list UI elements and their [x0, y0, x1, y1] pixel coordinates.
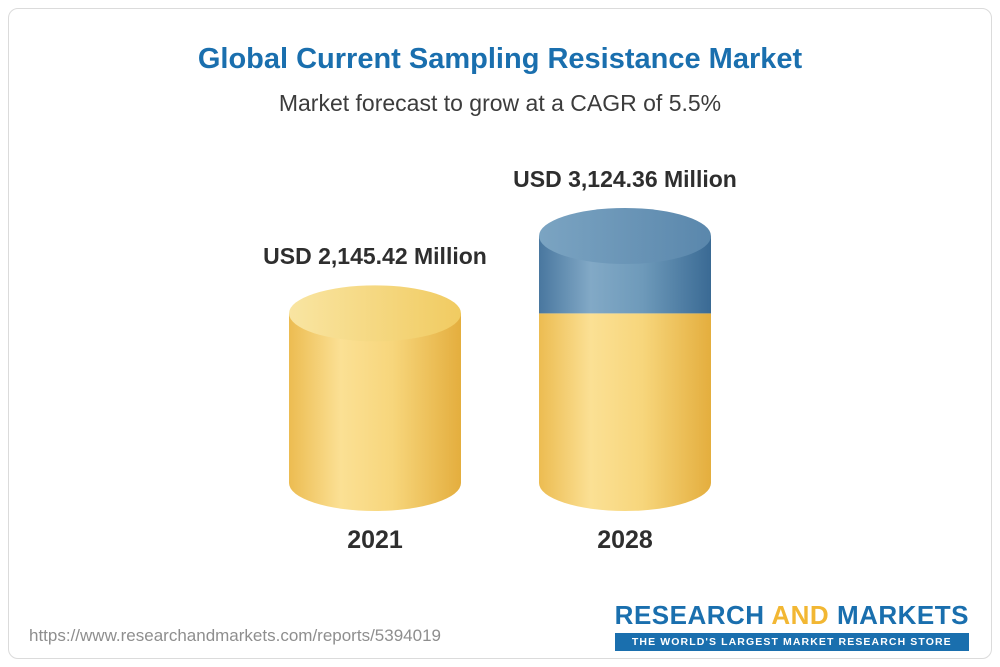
chart-card: Global Current Sampling Resistance Marke… — [8, 8, 992, 659]
logo-word-research: RESEARCH — [614, 600, 765, 631]
page-title: Global Current Sampling Resistance Marke… — [197, 43, 803, 75]
bar-chart: USD 2,145.42 Million 2021 USD 3,124.36 M… — [9, 166, 991, 555]
source-url: https://www.researchandmarkets.com/repor… — [29, 626, 441, 645]
bar-column-2021: USD 2,145.42 Million 2021 — [250, 243, 500, 555]
value-label-2028: USD 3,124.36 Million — [513, 166, 737, 192]
cylinder-bar-2028 — [536, 205, 714, 514]
category-label-2021: 2021 — [347, 526, 403, 554]
cylinder-bar-2021 — [286, 282, 464, 514]
logo-tagline: THE WORLD'S LARGEST MARKET RESEARCH STOR… — [614, 633, 969, 651]
researchandmarkets-logo: RESEARCH AND MARKETS THE WORLD'S LARGEST… — [614, 601, 969, 651]
bar-column-2028: USD 3,124.36 Million 2028 — [500, 166, 750, 555]
logo-word-markets: MARKETS — [836, 600, 969, 631]
value-label-2021: USD 2,145.42 Million — [263, 243, 487, 269]
chart-subtitle: Market forecast to grow at a CAGR of 5.5… — [278, 90, 722, 116]
category-label-2028: 2028 — [597, 526, 653, 554]
logo-wordmark: RESEARCH AND MARKETS — [615, 601, 969, 630]
logo-word-and: AND — [771, 600, 830, 631]
